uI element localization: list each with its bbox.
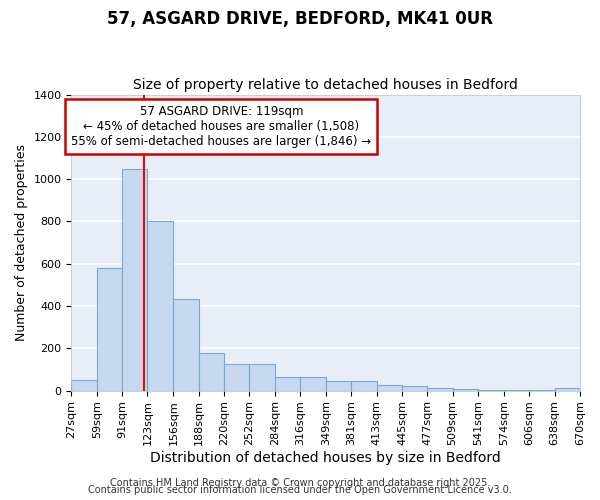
Bar bbox=[427, 388, 452, 390]
Title: Size of property relative to detached houses in Bedford: Size of property relative to detached ho… bbox=[133, 78, 518, 92]
Bar bbox=[173, 298, 199, 390]
Bar bbox=[275, 377, 300, 390]
Bar bbox=[326, 381, 352, 390]
Text: 57 ASGARD DRIVE: 119sqm
← 45% of detached houses are smaller (1,508)
55% of semi: 57 ASGARD DRIVE: 119sqm ← 45% of detache… bbox=[71, 105, 371, 148]
Y-axis label: Number of detached properties: Number of detached properties bbox=[15, 144, 28, 341]
Text: Contains public sector information licensed under the Open Government Licence v3: Contains public sector information licen… bbox=[88, 485, 512, 495]
Bar bbox=[352, 381, 377, 390]
Bar bbox=[554, 388, 580, 390]
Text: 57, ASGARD DRIVE, BEDFORD, MK41 0UR: 57, ASGARD DRIVE, BEDFORD, MK41 0UR bbox=[107, 10, 493, 28]
X-axis label: Distribution of detached houses by size in Bedford: Distribution of detached houses by size … bbox=[151, 451, 501, 465]
Bar bbox=[402, 386, 427, 390]
Bar bbox=[122, 168, 148, 390]
Bar bbox=[71, 380, 97, 390]
Bar bbox=[224, 364, 250, 390]
Bar bbox=[377, 386, 402, 390]
Bar bbox=[148, 222, 173, 390]
Bar bbox=[199, 352, 224, 391]
Bar bbox=[452, 389, 478, 390]
Text: Contains HM Land Registry data © Crown copyright and database right 2025.: Contains HM Land Registry data © Crown c… bbox=[110, 478, 490, 488]
Bar bbox=[300, 377, 326, 390]
Bar bbox=[250, 364, 275, 390]
Bar bbox=[97, 268, 122, 390]
